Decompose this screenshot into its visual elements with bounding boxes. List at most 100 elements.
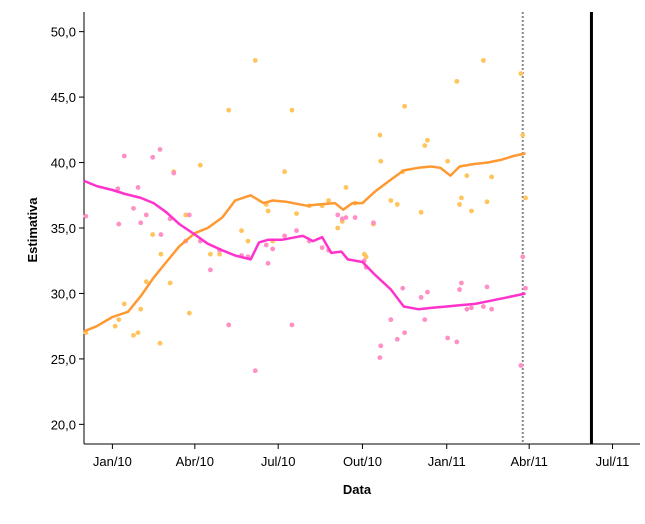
series-1-point <box>394 202 400 207</box>
series-1-point <box>265 208 271 214</box>
series-2-point <box>523 285 528 291</box>
series-1-point <box>157 340 163 346</box>
series-2-point <box>454 339 460 345</box>
series-2-point <box>352 215 358 220</box>
series-1-point <box>158 251 164 257</box>
series-1-point <box>294 211 299 217</box>
series-1-point <box>378 158 384 164</box>
series-2-point <box>464 306 470 312</box>
x-axis-title: Data <box>343 482 372 497</box>
series-2-point <box>469 305 474 311</box>
series-1-point <box>135 330 141 336</box>
series-2-point <box>186 212 192 218</box>
y-tick-label: 25,0 <box>51 352 76 367</box>
y-tick-label: 35,0 <box>51 221 76 236</box>
series-2-point <box>282 233 287 239</box>
series-1-point <box>186 310 192 316</box>
x-tick-label: Abr/11 <box>510 454 547 469</box>
series-1-point <box>363 254 369 260</box>
x-tick-label: Abr/10 <box>176 454 214 469</box>
series-2-point <box>171 170 177 176</box>
data-points <box>83 58 528 374</box>
series-2-point <box>208 267 213 273</box>
series-2-point <box>457 287 462 292</box>
series-2-point <box>116 221 122 227</box>
series-2-point <box>480 304 486 309</box>
series-1-point <box>143 279 149 285</box>
series-1-point <box>226 107 232 113</box>
series-1-point <box>282 169 287 175</box>
series-1-point <box>239 228 244 234</box>
series-1-trend-line <box>83 152 526 333</box>
x-tick-label: Jan/11 <box>428 454 466 469</box>
series-2-point <box>226 322 232 328</box>
series-2-point <box>339 216 345 222</box>
series-1-point <box>388 198 394 203</box>
series-1-point <box>343 185 349 190</box>
y-tick-label: 40,0 <box>51 156 76 171</box>
series-2-point <box>489 306 495 312</box>
series-1-point <box>422 143 428 148</box>
series-1-point <box>489 174 495 180</box>
series-2-point <box>445 335 451 341</box>
y-tick-label: 30,0 <box>51 286 76 301</box>
series-1-point <box>245 238 251 244</box>
y-axis-title: Estimativa <box>25 197 40 263</box>
series-2-point <box>458 280 464 286</box>
series-2-point <box>388 317 394 323</box>
series-2-point <box>265 260 271 266</box>
series-1-point <box>518 71 524 76</box>
series-1-point <box>197 162 203 168</box>
series-2-trend-line <box>83 179 526 311</box>
series-1-point <box>484 199 490 205</box>
series-2-point <box>518 363 524 368</box>
x-axis-ticks: Jan/10 Abr/10 Jul/10 Out/10 Jan/11 Abr/11 Jul/… <box>93 444 629 469</box>
series-1-point <box>523 195 528 201</box>
plot-area: 20,0 25,0 30,0 35,0 40,0 45,0 50,0 Jan/10 Abr/1… <box>51 12 640 469</box>
series-1-point <box>480 58 486 63</box>
series-2-point <box>400 285 406 291</box>
series-2-point <box>371 220 376 226</box>
series-2-point <box>335 212 341 218</box>
series-1-point <box>457 202 462 207</box>
series-1-point <box>326 198 331 203</box>
x-tick-label: Out/10 <box>343 454 382 469</box>
series-1-point <box>252 58 258 63</box>
series-1-point <box>469 208 474 214</box>
series-1-point <box>454 78 460 84</box>
series-2-point <box>263 242 269 248</box>
series-1-point <box>112 323 118 329</box>
series-2-point <box>121 153 127 159</box>
series-1-point <box>335 225 341 231</box>
series-2-point <box>319 245 325 251</box>
series-2-point <box>270 246 276 252</box>
series-1-point <box>167 280 173 286</box>
series-2-point <box>520 254 526 260</box>
series-1-point <box>217 251 222 257</box>
y-tick-label: 45,0 <box>51 90 76 105</box>
series-2-point <box>378 343 384 349</box>
series-2-point <box>394 336 400 342</box>
series-1-point <box>183 212 189 218</box>
series-2-point <box>418 294 424 300</box>
series-1-point <box>458 195 464 201</box>
series-2-point <box>135 185 141 190</box>
series-1-point <box>150 232 156 237</box>
series-1-point <box>425 137 430 143</box>
series-2-point <box>138 220 144 226</box>
series-2-point <box>343 215 349 220</box>
series-2-point <box>377 355 383 360</box>
series-2-point <box>158 232 164 237</box>
series-1-point <box>208 251 213 257</box>
series-2-point <box>83 213 89 219</box>
series-1-point <box>445 158 451 164</box>
series-2-point <box>289 322 295 328</box>
series-2-point <box>422 317 428 323</box>
series-1-point <box>520 132 526 138</box>
series-1-point <box>138 306 144 312</box>
series-1-point <box>116 317 122 323</box>
series-2-point <box>157 147 163 152</box>
reference-lines <box>521 12 593 444</box>
y-tick-label: 20,0 <box>51 417 76 432</box>
